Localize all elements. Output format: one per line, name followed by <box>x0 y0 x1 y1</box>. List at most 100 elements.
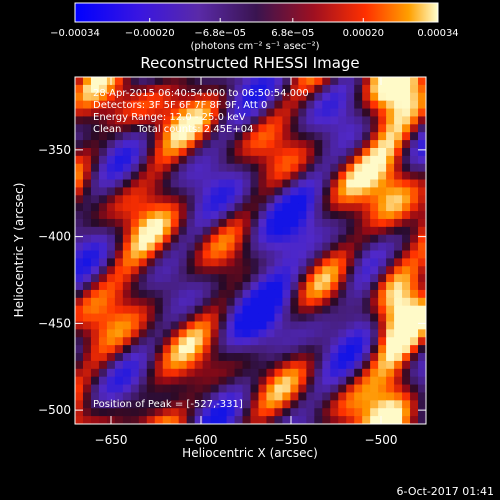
heatmap-cell <box>186 187 196 196</box>
heatmap-cell <box>362 266 371 275</box>
heatmap-cell <box>226 297 236 307</box>
heatmap-cell <box>194 140 204 149</box>
heatmap-cell <box>378 376 387 386</box>
heatmap-cell <box>298 337 307 346</box>
heatmap-cell <box>162 416 172 424</box>
heatmap-cell <box>82 368 92 378</box>
heatmap-cell <box>386 384 395 394</box>
heatmap-cell <box>98 337 108 346</box>
heatmap-cell <box>314 203 323 212</box>
colorbar-tick-label: 0.00034 <box>417 28 458 39</box>
heatmap-cell <box>202 77 212 86</box>
heatmap-cell <box>210 234 220 244</box>
heatmap-cell <box>234 400 244 409</box>
heatmap-cell <box>146 266 156 275</box>
heatmap-cell <box>242 416 252 424</box>
heatmap-cell <box>322 282 331 291</box>
heatmap-cell <box>82 211 92 220</box>
heatmap-cell <box>314 100 323 110</box>
heatmap-cell <box>306 92 315 102</box>
heatmap-cell <box>114 195 124 204</box>
heatmap-cell <box>258 163 268 173</box>
heatmap-cell <box>418 108 426 118</box>
heatmap-cell <box>138 147 148 157</box>
heatmap-cell <box>266 337 276 346</box>
heatmap-cell <box>202 368 212 378</box>
heatmap-cell <box>114 108 124 118</box>
heatmap-cell <box>266 289 276 299</box>
heatmap-cell <box>354 203 363 212</box>
heatmap-cell <box>402 416 411 424</box>
heatmap-cell <box>394 376 403 386</box>
heatmap-cell <box>202 218 212 228</box>
heatmap-cell <box>322 211 331 220</box>
heatmap-cell <box>362 250 371 259</box>
heatmap-cell <box>306 187 315 196</box>
heatmap-cell <box>194 297 204 307</box>
heatmap-cell <box>146 305 156 315</box>
heatmap-cell <box>146 242 156 252</box>
heatmap-cell <box>186 92 196 102</box>
heatmap-cell <box>386 329 395 338</box>
heatmap-cell <box>82 155 92 165</box>
heatmap-cell <box>258 147 268 157</box>
heatmap-cell <box>82 313 92 323</box>
heatmap-cell <box>274 132 284 141</box>
heatmap-cell <box>410 116 419 125</box>
heatmap-cell <box>418 384 426 394</box>
heatmap-cell <box>218 305 228 315</box>
heatmap-cell <box>90 77 100 86</box>
heatmap-cell <box>418 147 426 157</box>
heatmap-cell <box>418 132 426 141</box>
heatmap-cell <box>290 250 299 259</box>
heatmap-cell <box>138 384 148 394</box>
heatmap-cell <box>402 203 411 212</box>
heatmap-cell <box>178 234 188 244</box>
heatmap-cell <box>418 337 426 346</box>
heatmap-cell <box>322 140 331 149</box>
heatmap-cell <box>210 345 220 354</box>
heatmap-cell <box>250 408 260 417</box>
heatmap-cell <box>202 226 212 236</box>
heatmap-cell <box>138 282 148 291</box>
heatmap-cell <box>82 116 92 125</box>
heatmap-cell <box>154 345 164 354</box>
heatmap-cell <box>346 218 355 228</box>
heatmap-cell <box>258 258 268 267</box>
heatmap-cell <box>322 100 331 110</box>
heatmap-cell <box>75 353 84 362</box>
heatmap-cell <box>346 250 355 259</box>
heatmap-cell <box>210 92 220 102</box>
heatmap-cell <box>402 147 411 157</box>
heatmap-cell <box>210 171 220 181</box>
heatmap-cell <box>274 116 284 125</box>
heatmap-cell <box>362 376 371 386</box>
heatmap-cell <box>282 376 291 386</box>
heatmap-cell <box>98 147 108 157</box>
heatmap-cell <box>258 266 268 275</box>
heatmap-cell <box>298 353 307 362</box>
heatmap-cell <box>306 250 315 259</box>
heatmap-cell <box>75 147 84 157</box>
heatmap-cell <box>106 297 116 307</box>
heatmap-cell <box>178 297 188 307</box>
heatmap-cell <box>266 266 276 275</box>
heatmap-cell <box>75 124 84 133</box>
heatmap-cell <box>322 321 331 330</box>
heatmap-cell <box>186 384 196 394</box>
heatmap-cell <box>370 211 379 220</box>
heatmap-cell <box>242 226 252 236</box>
heatmap-cell <box>314 147 323 157</box>
heatmap-cell <box>394 203 403 212</box>
heatmap-cell <box>146 376 156 386</box>
heatmap-cell <box>210 124 220 133</box>
heatmap-cell <box>338 416 347 424</box>
heatmap-cell <box>75 368 84 378</box>
heatmap-cell <box>322 234 331 244</box>
heatmap-cell <box>242 77 252 86</box>
heatmap-cell <box>138 368 148 378</box>
heatmap-cell <box>242 84 252 94</box>
heatmap-cell <box>210 211 220 220</box>
heatmap-cell <box>242 155 252 165</box>
